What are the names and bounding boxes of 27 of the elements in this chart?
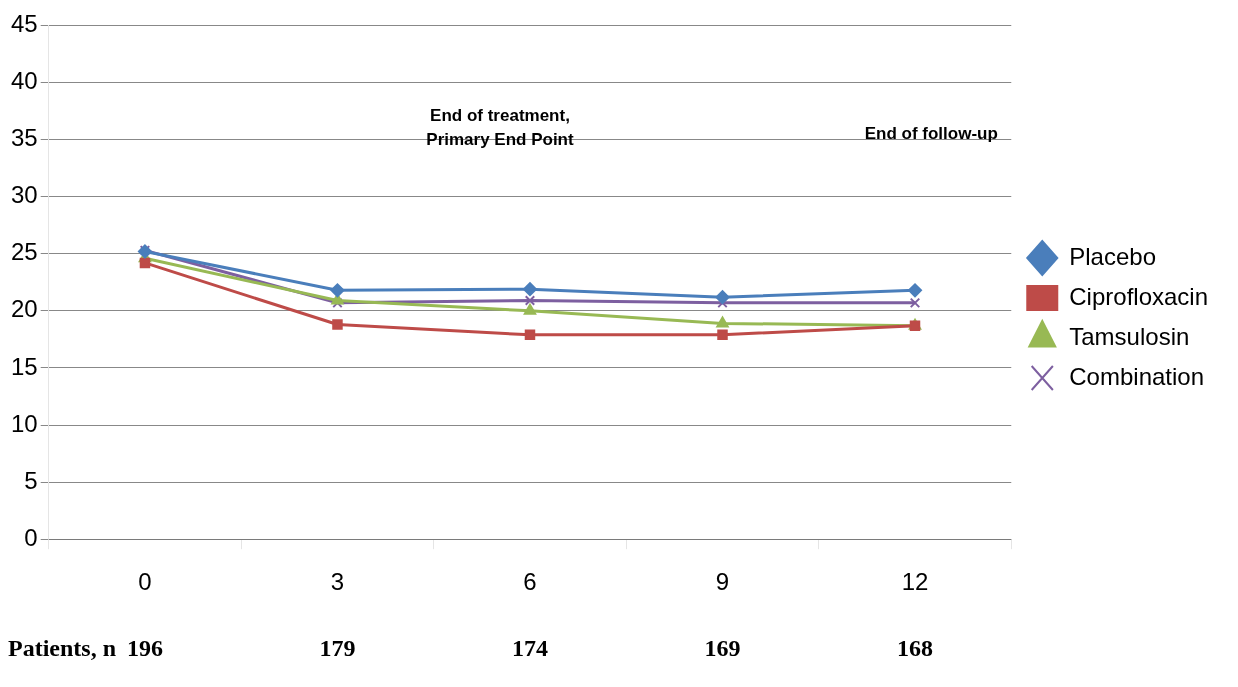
y-tick-label: 35 — [10, 124, 38, 152]
y-tick-label: 25 — [10, 238, 38, 266]
y-tick-label: 45 — [10, 10, 38, 38]
legend-label: Placebo — [1069, 242, 1157, 270]
x-tick-label: 3 — [330, 568, 345, 596]
legend-label: Tamsulosin — [1069, 322, 1190, 350]
x-tick-label: 6 — [523, 568, 537, 596]
y-tick-label: 0 — [24, 523, 38, 551]
legend-label: Ciprofloxacin — [1069, 282, 1209, 310]
y-tick-label: 5 — [24, 466, 38, 494]
annotation: End of follow-up — [864, 123, 998, 143]
legend-label: Combination — [1069, 362, 1205, 390]
text: 179 — [319, 635, 356, 662]
y-tick-label: 30 — [10, 181, 38, 209]
x-tick-label: 9 — [715, 568, 730, 596]
x-tick-label: 0 — [138, 568, 152, 596]
annotation: End of treatment, Primary End Point — [426, 105, 574, 149]
y-tick-label: 20 — [10, 295, 38, 323]
text: 168 — [897, 635, 934, 662]
text: Patients, n — [8, 635, 116, 662]
y-tick-label: 40 — [10, 67, 38, 95]
text: 169 — [704, 635, 741, 662]
y-tick-label: 10 — [10, 409, 38, 437]
text: 196 — [126, 635, 163, 662]
y-tick-label: 15 — [10, 352, 38, 380]
x-tick-label: 12 — [901, 568, 929, 596]
text: 174 — [511, 635, 548, 662]
